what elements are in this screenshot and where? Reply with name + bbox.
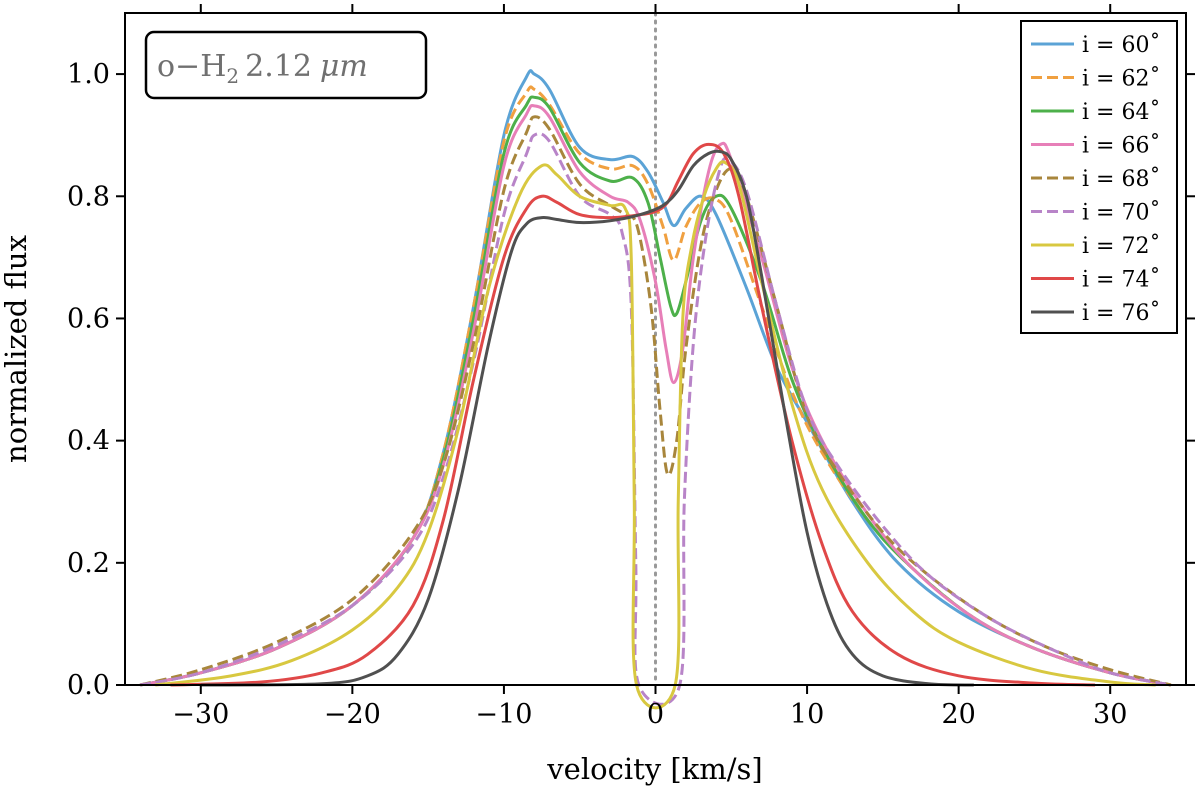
annotation-unit: μm [320,49,368,84]
legend-label-5: i = 68˚ [1082,165,1160,192]
x-tick-label: −10 [475,699,532,730]
annotation-wavelength: 2.12 [245,49,312,84]
legend-label-6: i = 70˚ [1082,199,1160,226]
x-tick-label: −30 [172,699,229,730]
series-line-9 [200,149,974,687]
legend-label-9: i = 76˚ [1082,299,1160,326]
x-tick-label: −20 [324,699,381,730]
legend-label-4: i = 66˚ [1082,132,1160,159]
x-tick-label: 20 [941,699,975,730]
annotation-box [144,30,428,100]
tick-group: −30 −20 −10 0 10 20 30 0.0 0.2 0.4 0.6 0.8 1.0 [67,4,1195,730]
legend-label-1: i = 60˚ [1082,31,1160,58]
y-tick-label: 0.0 [67,670,110,701]
legend-label-2: i = 62˚ [1082,65,1160,92]
x-tick-label: 0 [647,699,664,730]
y-tick-label: 0.4 [67,426,110,457]
y-tick-label: 0.6 [67,303,110,334]
series-line-8 [170,142,1096,687]
x-tick-label: 10 [790,699,824,730]
annotation-species: o−H [157,49,226,84]
series-line-7 [155,160,1156,710]
legend-label-7: i = 72˚ [1082,232,1160,259]
series-line-5 [139,115,1172,687]
annotation-text: o−H2 2.12 μm [157,49,368,88]
y-tick-label: 0.8 [67,181,110,212]
y-tick-label: 1.0 [67,59,110,90]
x-axis-label: velocity [km/s] [546,752,762,786]
annotation-subscript: 2 [226,64,239,88]
legend: i = 60˚ i = 62˚ i = 64˚ i = 66˚ i = 68˚ i = 7… [1020,20,1178,334]
legend-label-3: i = 64˚ [1082,98,1160,125]
series-group [139,69,1172,710]
legend-label-8: i = 74˚ [1082,266,1160,293]
y-axis-label: normalized flux [0,235,33,463]
y-tick-label: 0.2 [67,548,110,579]
x-tick-label: 30 [1093,699,1127,730]
species-annotation: o−H2 2.12 μm [144,30,428,100]
